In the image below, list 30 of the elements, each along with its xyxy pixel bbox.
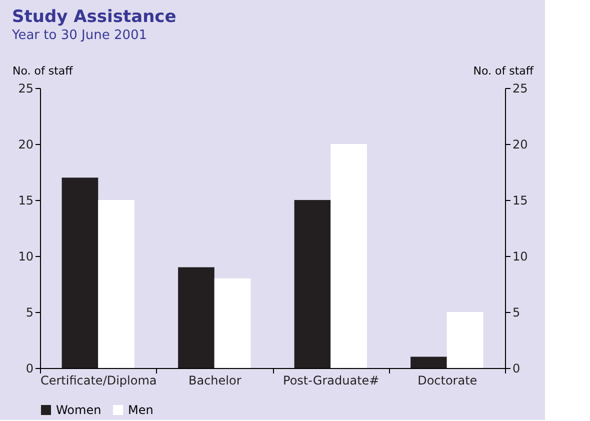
bar	[410, 356, 447, 368]
chart-subtitle: Year to 30 June 2001	[11, 28, 148, 43]
y2-tick-label: 15	[512, 194, 528, 208]
legend-label: Men	[128, 403, 154, 417]
y2-tick-label: 20	[512, 138, 528, 152]
legend-label: Women	[56, 403, 102, 417]
x-tick-label: Doctorate	[418, 374, 478, 388]
y-tick-label: 10	[18, 250, 34, 264]
bar	[98, 200, 134, 368]
x-tick-label: Certificate/Diploma	[40, 374, 157, 388]
x-tick-label: Bachelor	[188, 374, 242, 388]
y2-tick-label: 0	[512, 362, 520, 376]
bar	[62, 178, 98, 368]
y2-tick-label: 25	[512, 82, 528, 96]
bar	[294, 200, 331, 368]
y2-tick-label: 5	[512, 306, 520, 320]
y-tick-label: 0	[26, 362, 34, 376]
y-tick-label: 5	[26, 306, 34, 320]
bar	[446, 312, 484, 368]
bar	[214, 278, 251, 368]
y-axis-title: No. of staff	[12, 64, 74, 78]
y2-tick-label: 10	[512, 250, 528, 264]
y-tick-label: 20	[18, 138, 34, 152]
y-tick-label: 15	[18, 194, 34, 208]
y2-axis-title: No. of staff	[473, 64, 534, 78]
y-tick-label: 25	[18, 82, 34, 96]
bar	[330, 144, 367, 368]
chart-title: Study Assistance	[12, 7, 176, 27]
x-tick-label: Post-Graduate#	[283, 374, 380, 388]
bar	[178, 267, 214, 368]
